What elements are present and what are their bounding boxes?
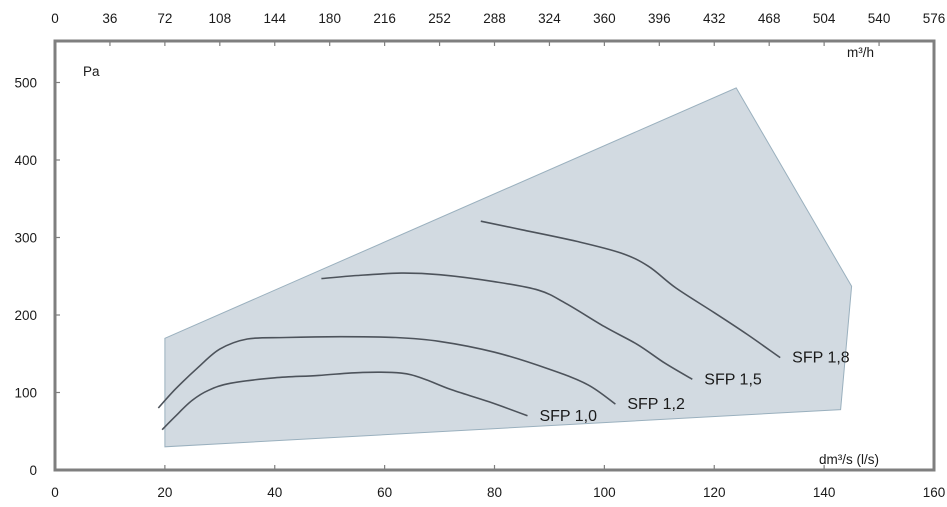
x2-tick-label: 0 xyxy=(51,11,59,26)
top-axis-unit-label: m³/h xyxy=(847,45,874,60)
x2-tick-label: 252 xyxy=(428,11,451,26)
x-tick-label: 0 xyxy=(51,485,59,500)
sfp-curve-4 xyxy=(480,220,781,359)
y-tick-label: 0 xyxy=(29,463,37,478)
curve-label-layer: SFP 1,0 SFP 1,2 SFP 1,5 SFP 1,8 xyxy=(539,350,849,425)
x2-tick-label: 360 xyxy=(593,11,616,26)
sfp-curve-label-3: SFP 1,5 xyxy=(704,371,762,388)
bottom-axis-unit-label: dm³/s (l/s) xyxy=(819,452,879,467)
x-tick-label: 160 xyxy=(923,485,946,500)
operating-area-layer xyxy=(164,87,853,448)
x2-tick-label: 504 xyxy=(813,11,836,26)
x-tick-label: 120 xyxy=(703,485,726,500)
axis-layer: 0 20 40 60 80 100 120 140 160 0 36 72 108 144 180 216 25… xyxy=(14,11,945,500)
sfp-curve-label-2: SFP 1,2 xyxy=(627,396,685,413)
x2-tick-label: 288 xyxy=(483,11,506,26)
sfp-curve-label-4: SFP 1,8 xyxy=(792,350,850,367)
x2-tick-label: 432 xyxy=(703,11,726,26)
y-tick-label: 300 xyxy=(14,231,37,246)
x2-tick-label: 108 xyxy=(209,11,232,26)
x-tick-label: 100 xyxy=(593,485,616,500)
x-tick-label: 60 xyxy=(377,485,392,500)
sfp-curves-layer xyxy=(157,220,781,431)
x-tick-label: 40 xyxy=(267,485,282,500)
sfp-curve-3 xyxy=(321,272,693,380)
x2-tick-label: 396 xyxy=(648,11,671,26)
x-tick-label: 80 xyxy=(487,485,502,500)
sfp-curve-label-1: SFP 1,0 xyxy=(539,408,597,425)
x2-tick-label: 324 xyxy=(538,11,561,26)
operating-area xyxy=(164,87,853,448)
y-tick-label: 100 xyxy=(14,386,37,401)
x2-tick-label: 540 xyxy=(868,11,891,26)
x2-tick-label: 576 xyxy=(923,11,946,26)
y-tick-label: 200 xyxy=(14,308,37,323)
sfp-curve-2 xyxy=(157,335,616,409)
x2-tick-label: 468 xyxy=(758,11,781,26)
x2-tick-label: 216 xyxy=(373,11,396,26)
y-tick-label: 400 xyxy=(14,153,37,168)
x2-tick-label: 144 xyxy=(263,11,286,26)
x-tick-label: 20 xyxy=(157,485,172,500)
y-axis-unit-label: Pa xyxy=(83,64,100,79)
x2-tick-label: 72 xyxy=(157,11,172,26)
x2-tick-label: 36 xyxy=(102,11,117,26)
x-tick-label: 140 xyxy=(813,485,836,500)
sfp-curve-1 xyxy=(161,371,528,431)
y-tick-label: 500 xyxy=(14,76,37,91)
x2-tick-label: 180 xyxy=(318,11,341,26)
